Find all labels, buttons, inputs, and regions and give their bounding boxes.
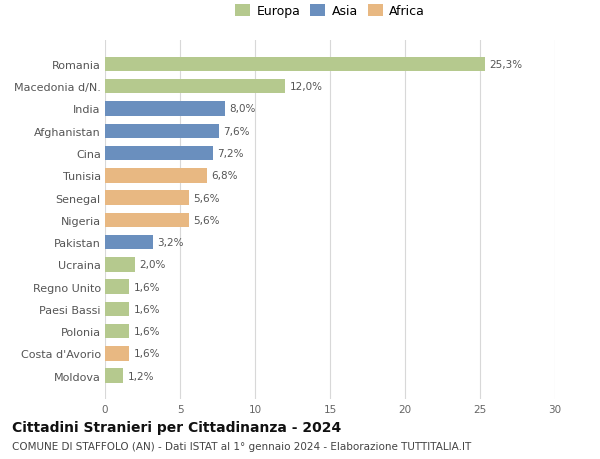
Text: 1,2%: 1,2% xyxy=(128,371,154,381)
Legend: Europa, Asia, Africa: Europa, Asia, Africa xyxy=(233,3,427,21)
Text: 6,8%: 6,8% xyxy=(212,171,238,181)
Bar xyxy=(105,146,213,161)
Text: 2,0%: 2,0% xyxy=(139,260,166,270)
Text: 7,6%: 7,6% xyxy=(223,127,250,136)
Text: 12,0%: 12,0% xyxy=(290,82,323,92)
Bar xyxy=(105,257,135,272)
Bar xyxy=(105,324,129,339)
Text: 5,6%: 5,6% xyxy=(193,193,220,203)
Text: 3,2%: 3,2% xyxy=(157,238,184,247)
Bar xyxy=(105,102,225,117)
Bar xyxy=(105,302,129,316)
Bar xyxy=(105,57,485,72)
Text: Cittadini Stranieri per Cittadinanza - 2024: Cittadini Stranieri per Cittadinanza - 2… xyxy=(12,420,341,434)
Bar xyxy=(105,191,189,205)
Text: 7,2%: 7,2% xyxy=(218,149,244,159)
Bar xyxy=(105,347,129,361)
Bar xyxy=(105,369,123,383)
Text: 1,6%: 1,6% xyxy=(133,326,160,336)
Text: 5,6%: 5,6% xyxy=(193,215,220,225)
Text: 1,6%: 1,6% xyxy=(133,304,160,314)
Text: 8,0%: 8,0% xyxy=(229,104,256,114)
Bar xyxy=(105,124,219,139)
Text: 1,6%: 1,6% xyxy=(133,349,160,358)
Text: 1,6%: 1,6% xyxy=(133,282,160,292)
Bar xyxy=(105,168,207,183)
Text: COMUNE DI STAFFOLO (AN) - Dati ISTAT al 1° gennaio 2024 - Elaborazione TUTTITALI: COMUNE DI STAFFOLO (AN) - Dati ISTAT al … xyxy=(12,441,471,451)
Bar xyxy=(105,280,129,294)
Bar xyxy=(105,80,285,94)
Bar xyxy=(105,213,189,228)
Text: 25,3%: 25,3% xyxy=(489,60,522,70)
Bar xyxy=(105,235,153,250)
